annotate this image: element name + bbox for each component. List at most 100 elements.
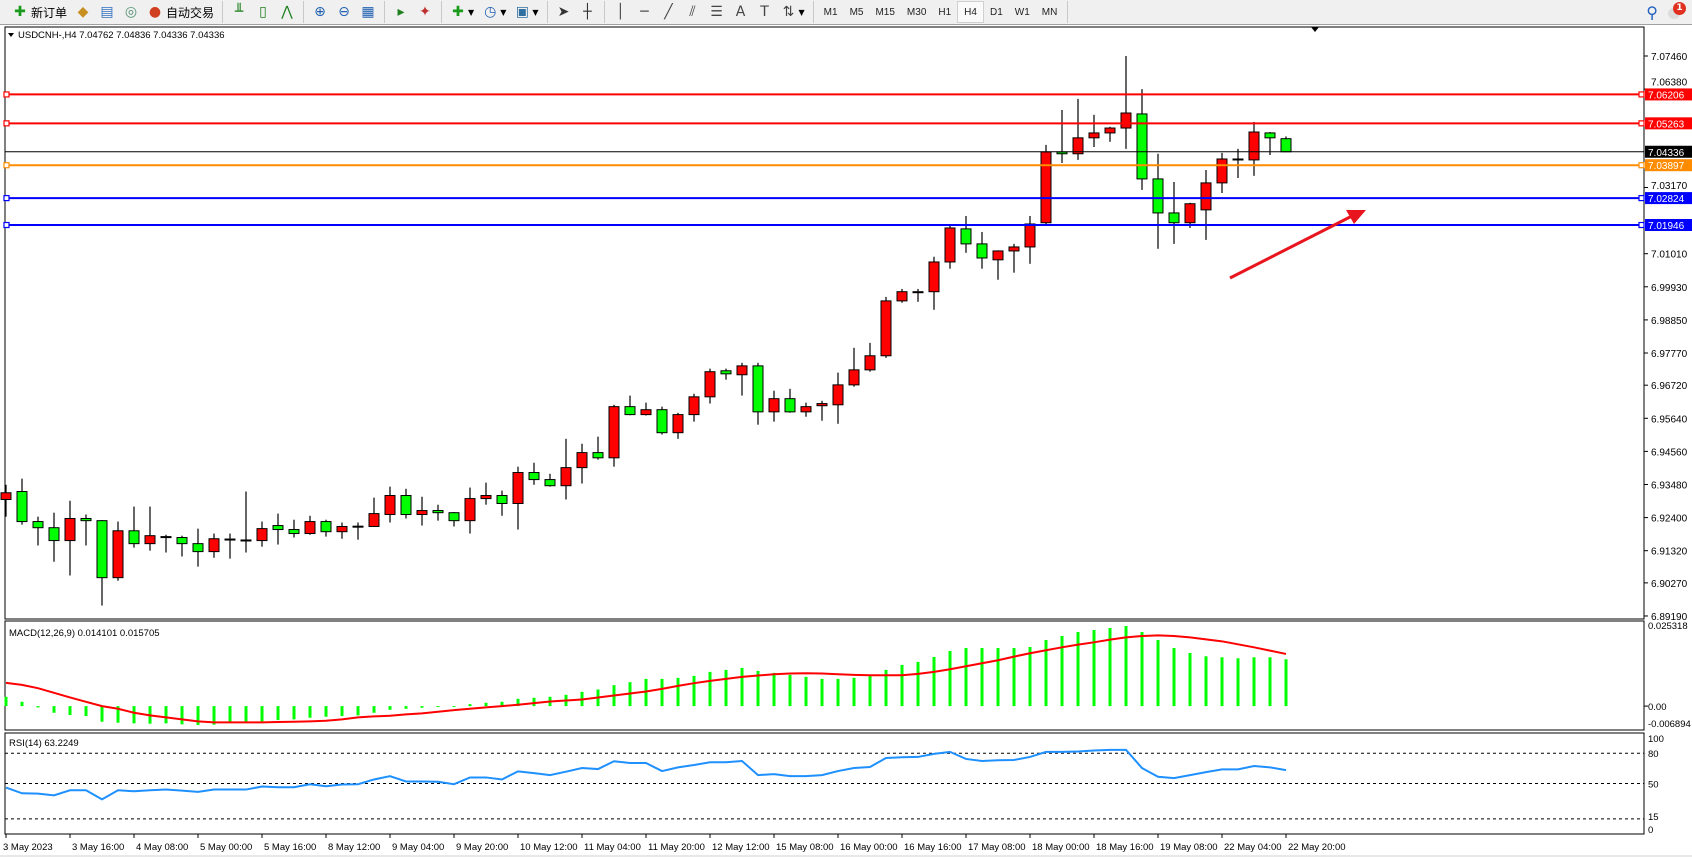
candle[interactable] xyxy=(1104,126,1116,142)
candle[interactable] xyxy=(592,436,604,460)
navigator-button[interactable]: ▤ xyxy=(95,1,119,23)
candle[interactable] xyxy=(288,519,300,538)
candle[interactable] xyxy=(1088,114,1100,148)
candle[interactable] xyxy=(368,497,380,527)
templates-button[interactable]: ▣ ▼ xyxy=(510,1,542,23)
line-handle[interactable] xyxy=(3,91,10,98)
arrow-line[interactable] xyxy=(1229,214,1353,280)
fibonacci-button[interactable]: ☰ xyxy=(705,1,729,23)
candle[interactable] xyxy=(608,404,620,467)
candle[interactable] xyxy=(464,487,476,534)
candle[interactable] xyxy=(816,400,828,421)
candle[interactable] xyxy=(1232,148,1244,178)
line-handle[interactable] xyxy=(3,221,10,229)
timeframe-m1[interactable]: M1 xyxy=(823,6,838,18)
candle[interactable] xyxy=(544,473,556,487)
timeframe-h1[interactable]: H1 xyxy=(938,6,952,18)
candle[interactable] xyxy=(576,443,588,484)
candle[interactable] xyxy=(784,388,796,413)
candle[interactable] xyxy=(128,506,140,548)
collapse-triangle-icon[interactable] xyxy=(8,33,14,37)
candle[interactable] xyxy=(1248,121,1260,176)
candle[interactable] xyxy=(160,534,172,553)
candle[interactable] xyxy=(96,520,108,606)
candle[interactable] xyxy=(1216,152,1228,194)
tile-windows-button[interactable]: ▦ xyxy=(356,1,380,23)
candle[interactable] xyxy=(384,486,396,523)
candle[interactable] xyxy=(272,513,284,545)
line-handle[interactable] xyxy=(3,194,10,202)
timeframe-d1[interactable]: D1 xyxy=(989,6,1003,18)
candle[interactable] xyxy=(1040,144,1052,226)
main-panel[interactable] xyxy=(4,26,1645,620)
line-handle[interactable] xyxy=(1638,91,1645,98)
timeframe-m15[interactable]: M15 xyxy=(875,6,895,18)
candle[interactable] xyxy=(736,362,748,396)
line-handle[interactable] xyxy=(3,120,10,127)
candle[interactable] xyxy=(336,522,348,539)
candle[interactable] xyxy=(64,500,76,576)
vertical-line-button[interactable]: │ xyxy=(609,1,633,23)
candle[interactable] xyxy=(1280,136,1292,153)
candle[interactable] xyxy=(192,528,204,567)
timeframe-mn[interactable]: MN xyxy=(1041,6,1058,18)
candle[interactable] xyxy=(976,231,988,269)
trendline-button[interactable]: ╱ xyxy=(657,1,681,23)
candle[interactable] xyxy=(352,522,364,540)
chevron-down-icon[interactable]: ▼ xyxy=(468,7,475,17)
candle[interactable] xyxy=(1264,132,1276,155)
candle[interactable] xyxy=(112,521,124,581)
candlestick-chart-button[interactable]: ▯ xyxy=(251,1,275,23)
candle[interactable] xyxy=(32,516,44,546)
candle[interactable] xyxy=(224,533,236,559)
candle[interactable] xyxy=(1072,98,1084,160)
chevron-down-icon[interactable]: ▼ xyxy=(532,7,539,17)
candle[interactable] xyxy=(896,288,908,303)
candle[interactable] xyxy=(720,368,732,380)
candle[interactable] xyxy=(1184,202,1196,228)
candle[interactable] xyxy=(624,395,636,416)
candle[interactable] xyxy=(912,288,924,302)
timeframe-w1[interactable]: W1 xyxy=(1014,6,1030,18)
bar-chart-button[interactable]: ╨ xyxy=(227,1,251,23)
equidistant-channel-button[interactable]: ⫽ xyxy=(681,1,705,23)
candle[interactable] xyxy=(992,250,1004,280)
notifications-button[interactable]: 1 xyxy=(1666,2,1686,22)
candle[interactable] xyxy=(304,515,316,535)
chevron-down-icon[interactable]: ▼ xyxy=(500,7,507,17)
candle[interactable] xyxy=(240,491,252,553)
candle[interactable] xyxy=(80,514,92,546)
timeframe-h4[interactable]: H4 xyxy=(957,1,984,23)
candle[interactable] xyxy=(800,402,812,417)
candle[interactable] xyxy=(1152,153,1164,249)
candle[interactable] xyxy=(176,535,188,557)
line-chart-button[interactable]: ⋀ xyxy=(275,1,299,23)
candle[interactable] xyxy=(208,533,220,558)
candle[interactable] xyxy=(512,466,524,530)
candle[interactable] xyxy=(656,406,668,435)
candle[interactable] xyxy=(1200,170,1212,240)
candle[interactable] xyxy=(864,342,876,372)
rsi-panel[interactable] xyxy=(4,732,1645,835)
new-order-button[interactable]: ✚ 新订单 xyxy=(8,1,71,23)
candle[interactable] xyxy=(256,521,268,547)
candle[interactable] xyxy=(768,390,780,422)
zoom-in-button[interactable]: ⊕ xyxy=(308,1,332,23)
candle[interactable] xyxy=(1136,89,1148,190)
cursor-button[interactable]: ➤ xyxy=(552,1,576,23)
candle[interactable] xyxy=(432,504,444,521)
candle[interactable] xyxy=(48,512,60,562)
candle[interactable] xyxy=(496,490,508,516)
candle[interactable] xyxy=(672,412,684,439)
periods-button[interactable]: ◷ ▼ xyxy=(478,1,510,23)
timeframe-m30[interactable]: M30 xyxy=(906,6,927,18)
candle[interactable] xyxy=(1024,215,1036,264)
indicators-button[interactable]: ✚ ▼ xyxy=(446,1,478,23)
candle[interactable] xyxy=(560,438,572,500)
candle[interactable] xyxy=(880,296,892,358)
chart-shift-marker[interactable] xyxy=(1311,27,1319,32)
candle[interactable] xyxy=(144,506,156,551)
candle[interactable] xyxy=(0,484,12,517)
line-handle[interactable] xyxy=(1638,221,1645,229)
text-label-button[interactable]: T xyxy=(753,1,777,23)
